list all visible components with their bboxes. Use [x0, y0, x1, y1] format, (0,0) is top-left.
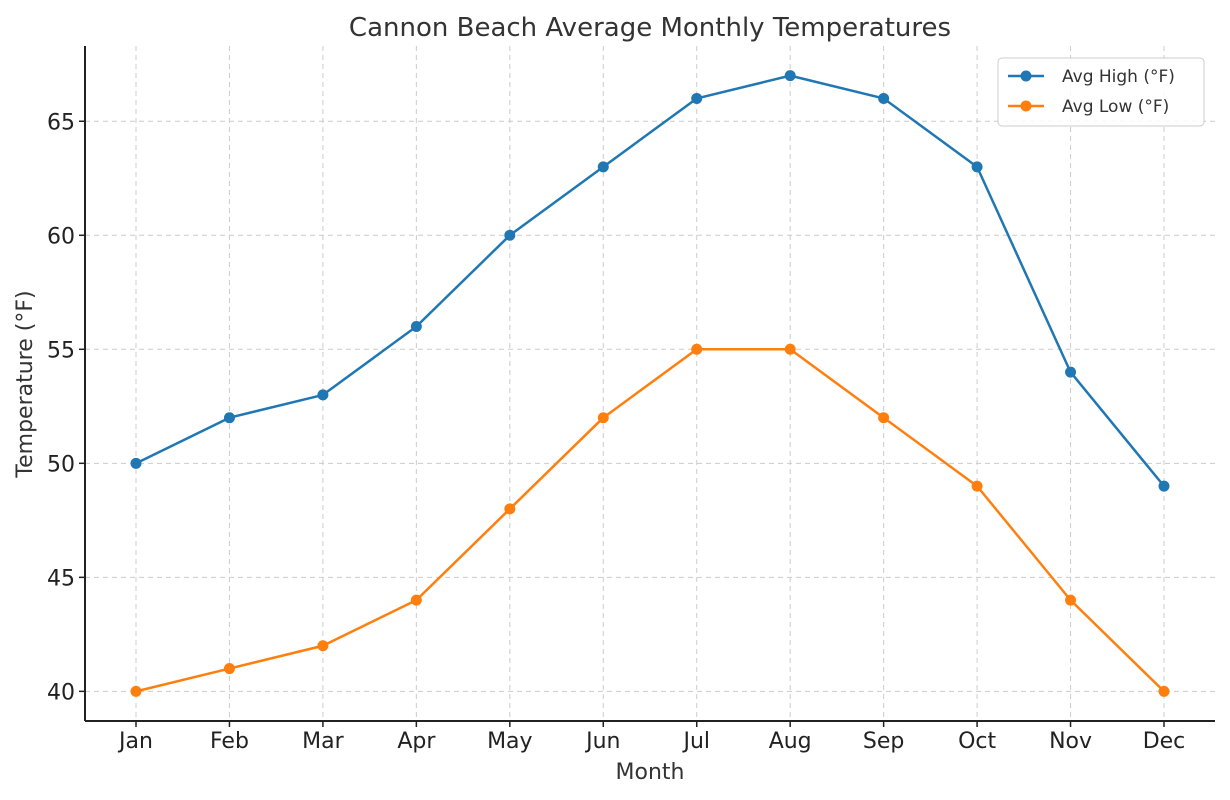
y-tick-label: 55 — [47, 338, 75, 363]
data-point — [691, 92, 703, 104]
x-tick-label: May — [487, 729, 532, 754]
data-point — [223, 663, 235, 675]
chart-title: Cannon Beach Average Monthly Temperature… — [349, 13, 951, 43]
x-tick-label: Sep — [863, 729, 904, 754]
x-axis-label: Month — [616, 760, 685, 785]
series-0 — [130, 70, 1170, 492]
x-tick-label: Feb — [210, 729, 249, 754]
data-point — [878, 92, 890, 104]
x-tick-label: Jan — [117, 729, 153, 754]
series-line — [135, 74, 1165, 487]
x-tick-label: Mar — [302, 729, 344, 754]
data-point — [784, 343, 796, 355]
data-point — [1158, 480, 1170, 492]
y-axis-label: Temperature (°F) — [13, 290, 38, 478]
x-tick-label: Apr — [397, 729, 436, 754]
legend-label: Avg Low (°F) — [1062, 97, 1169, 117]
data-point — [504, 229, 516, 241]
x-tick-label: Nov — [1049, 729, 1092, 754]
data-point — [223, 412, 235, 424]
data-point — [691, 343, 703, 355]
y-tick-label: 45 — [47, 566, 75, 591]
series-layer — [130, 70, 1170, 697]
x-axis-ticks: Jan Feb Mar Apr May Jun Jul Aug Sep Oct Nov Dec — [117, 721, 1185, 754]
data-point — [130, 685, 142, 697]
data-point — [1065, 366, 1077, 378]
legend-swatch-marker — [1020, 100, 1032, 112]
series-1 — [130, 343, 1170, 697]
y-tick-label: 60 — [47, 224, 75, 249]
data-point — [971, 161, 983, 173]
grid-lines — [85, 46, 1215, 721]
data-point — [130, 457, 142, 469]
data-point — [504, 503, 516, 515]
x-tick-label: Jul — [681, 729, 710, 754]
legend: Avg High (°F) Avg Low (°F) — [997, 57, 1205, 127]
y-tick-label: 65 — [47, 110, 75, 135]
x-tick-label: Oct — [958, 729, 996, 754]
y-tick-label: 40 — [47, 680, 75, 705]
data-point — [597, 161, 609, 173]
legend-box — [997, 57, 1205, 127]
y-tick-label: 50 — [47, 452, 75, 477]
data-point — [971, 480, 983, 492]
data-point — [1158, 685, 1170, 697]
data-point — [1065, 594, 1077, 606]
data-point — [784, 70, 796, 82]
data-point — [410, 594, 422, 606]
data-point — [410, 320, 422, 332]
y-axis-ticks: 40 45 50 55 60 65 — [47, 110, 85, 705]
data-point — [597, 412, 609, 424]
x-tick-label: Aug — [769, 729, 812, 754]
x-tick-label: Dec — [1143, 729, 1186, 754]
data-point — [317, 389, 329, 401]
series-line — [135, 348, 1165, 693]
legend-swatch-marker — [1020, 70, 1032, 82]
data-point — [317, 640, 329, 652]
data-point — [878, 412, 890, 424]
legend-label: Avg High (°F) — [1062, 67, 1175, 87]
x-tick-label: Jun — [584, 729, 620, 754]
